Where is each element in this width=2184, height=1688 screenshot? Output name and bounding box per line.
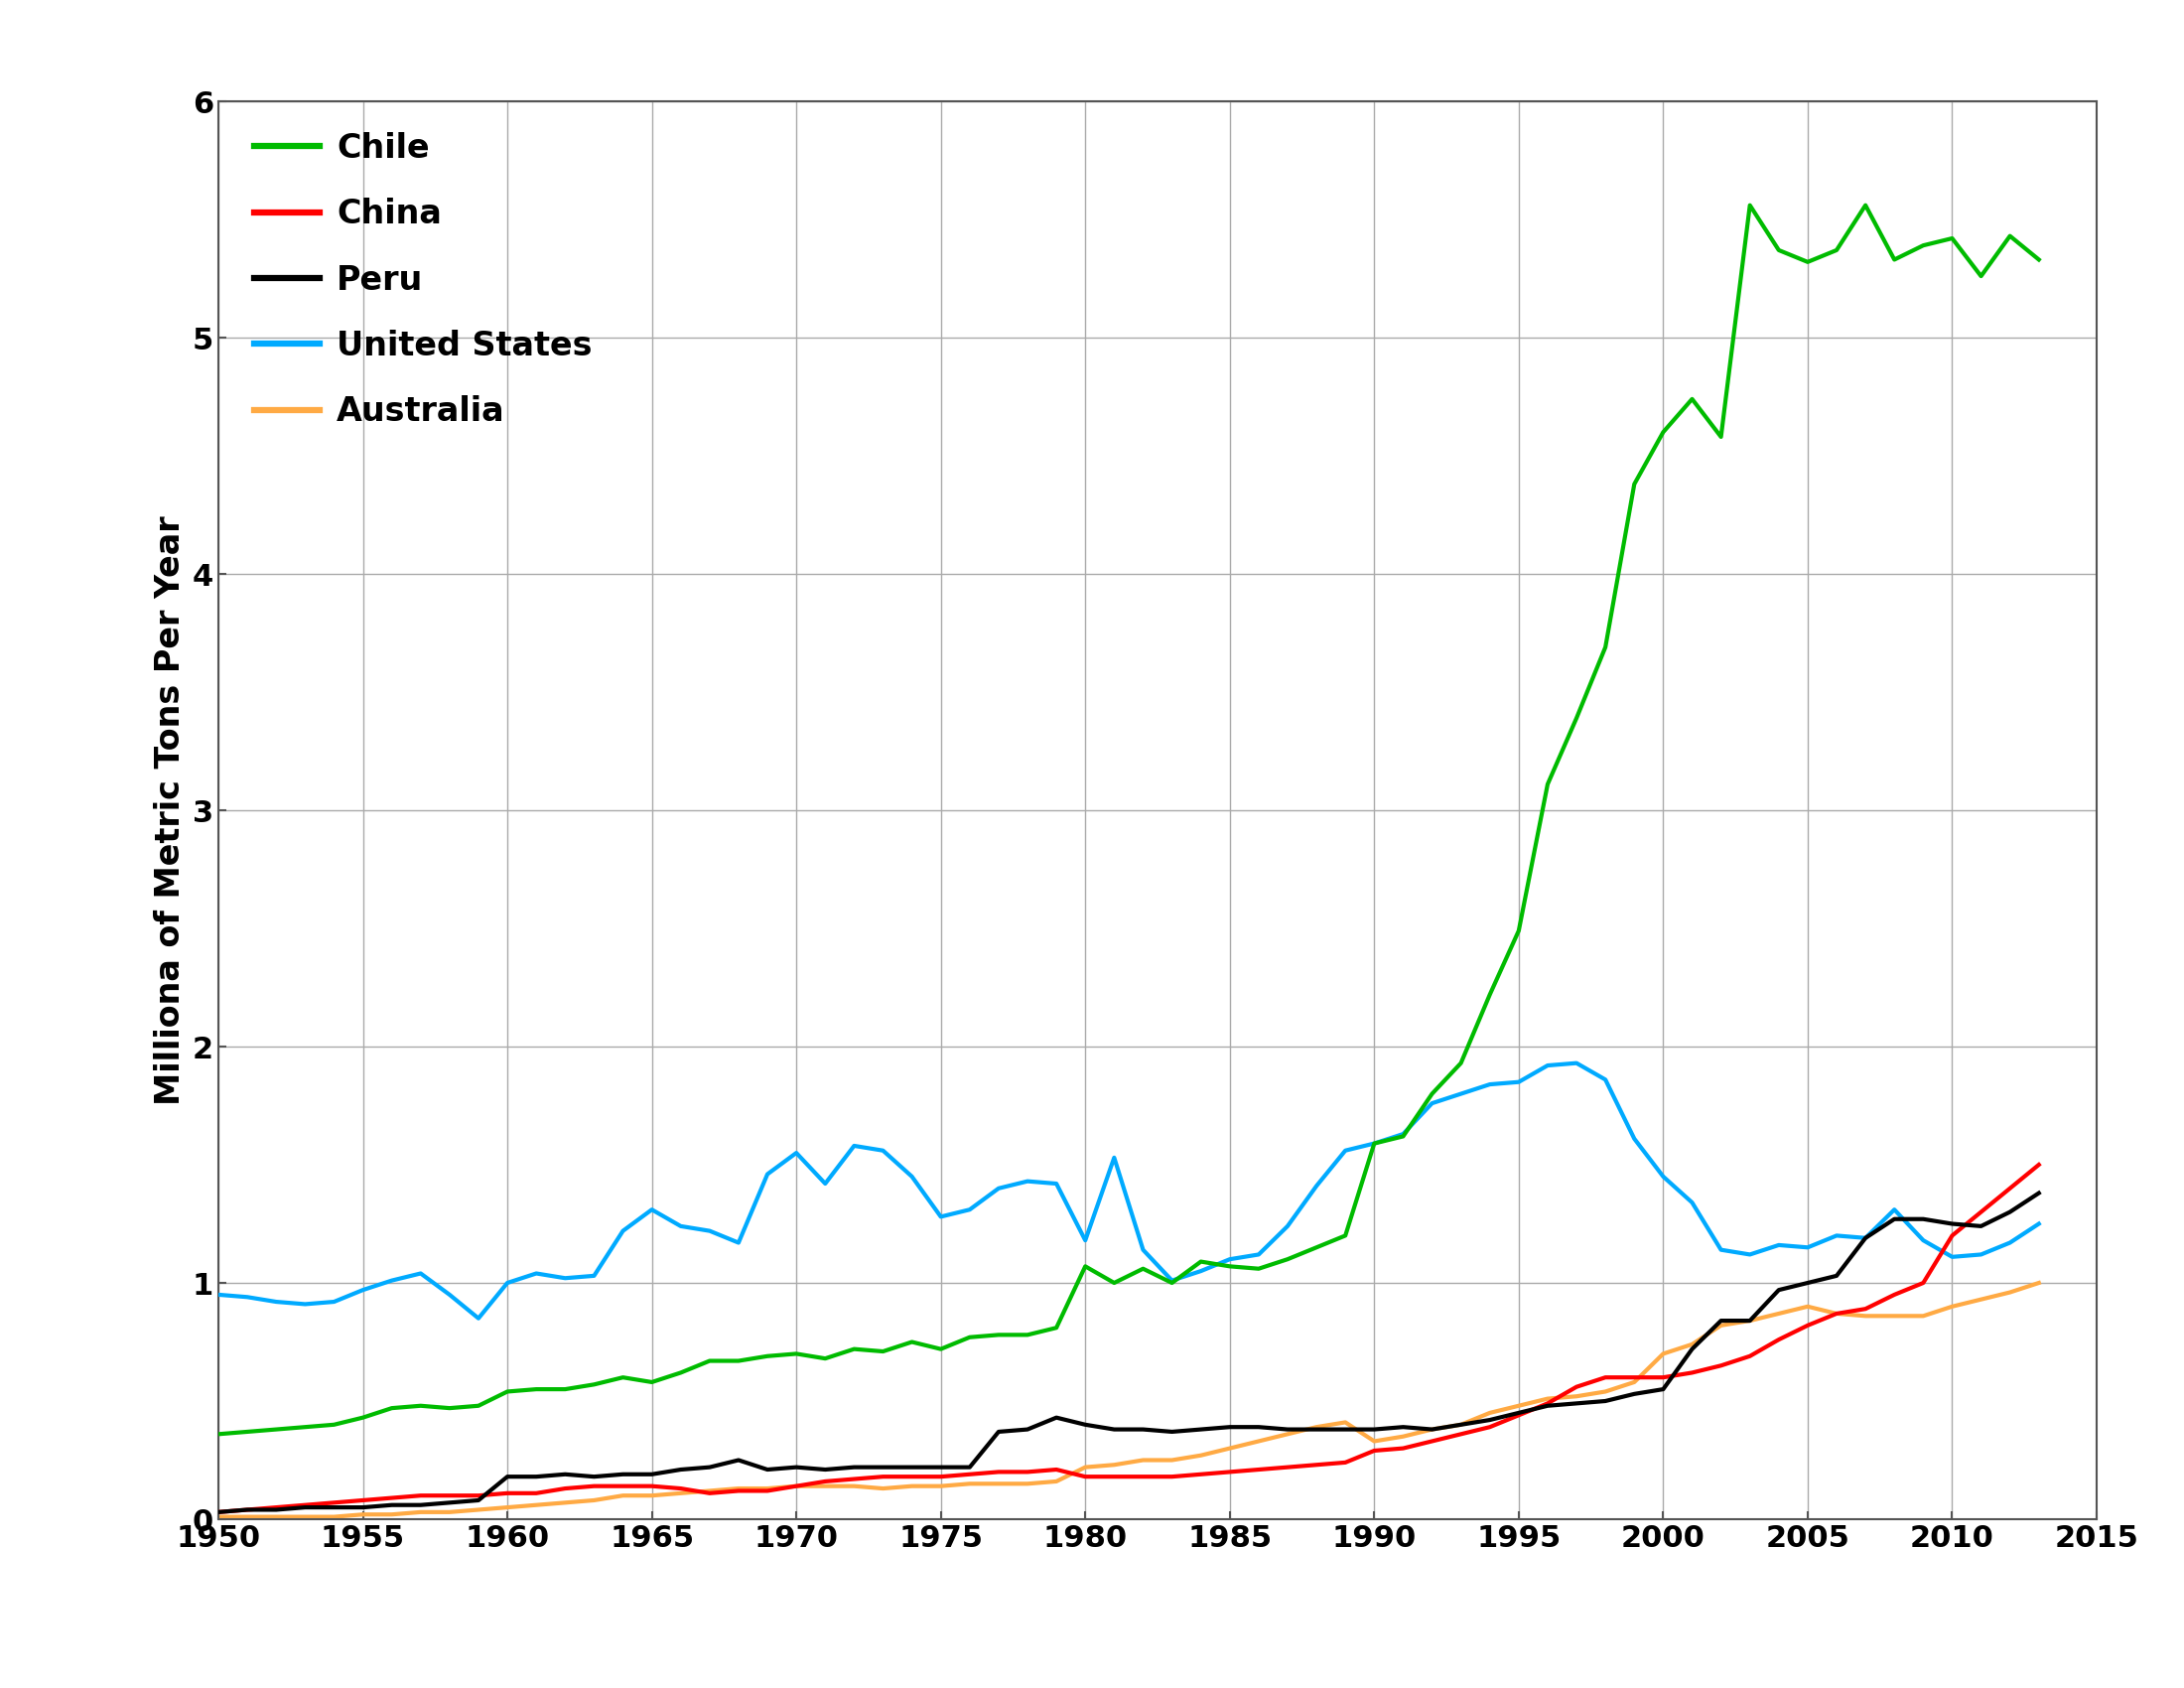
United States <box>1245 1244 1271 1264</box>
China <box>1101 1467 1127 1487</box>
Australia <box>437 1502 463 1523</box>
Line: China: China <box>218 1165 2040 1512</box>
Australia <box>2027 1273 2053 1293</box>
United States <box>437 1285 463 1305</box>
China <box>437 1485 463 1506</box>
United States <box>1420 1094 1446 1114</box>
Chile <box>1389 1126 1415 1146</box>
Peru <box>1389 1416 1415 1436</box>
Line: United States: United States <box>218 1063 2040 1318</box>
Peru <box>1216 1416 1243 1436</box>
United States <box>205 1285 232 1305</box>
Australia <box>1216 1438 1243 1458</box>
Australia <box>205 1507 232 1528</box>
Australia <box>1101 1455 1127 1475</box>
Australia <box>1361 1431 1387 1452</box>
Chile <box>2027 250 2053 270</box>
Peru <box>2027 1183 2053 1204</box>
Legend: Chile, China, Peru, United States, Australia: Chile, China, Peru, United States, Austr… <box>253 132 592 429</box>
Peru <box>437 1492 463 1512</box>
Chile <box>205 1425 232 1445</box>
China <box>1389 1438 1415 1458</box>
China <box>205 1502 232 1523</box>
United States <box>1564 1053 1590 1074</box>
Y-axis label: Milliona of Metric Tons Per Year: Milliona of Metric Tons Per Year <box>155 515 188 1106</box>
United States <box>2027 1214 2053 1234</box>
Line: Chile: Chile <box>218 206 2040 1435</box>
United States <box>1389 1124 1415 1144</box>
United States <box>1129 1239 1155 1259</box>
Chile <box>1101 1273 1127 1293</box>
Chile <box>437 1398 463 1418</box>
United States <box>985 1178 1011 1198</box>
Australia <box>1389 1426 1415 1447</box>
China <box>1216 1462 1243 1482</box>
United States <box>465 1308 491 1328</box>
Peru <box>205 1502 232 1523</box>
Chile <box>1736 196 1762 216</box>
Peru <box>957 1457 983 1477</box>
Peru <box>1101 1420 1127 1440</box>
Line: Peru: Peru <box>218 1193 2040 1512</box>
China <box>1361 1440 1387 1460</box>
Australia <box>957 1474 983 1494</box>
Peru <box>1361 1420 1387 1440</box>
China <box>957 1463 983 1484</box>
China <box>2027 1155 2053 1175</box>
Line: Australia: Australia <box>218 1283 2040 1518</box>
Chile <box>1361 1133 1387 1153</box>
Chile <box>957 1327 983 1347</box>
Chile <box>1216 1256 1243 1276</box>
